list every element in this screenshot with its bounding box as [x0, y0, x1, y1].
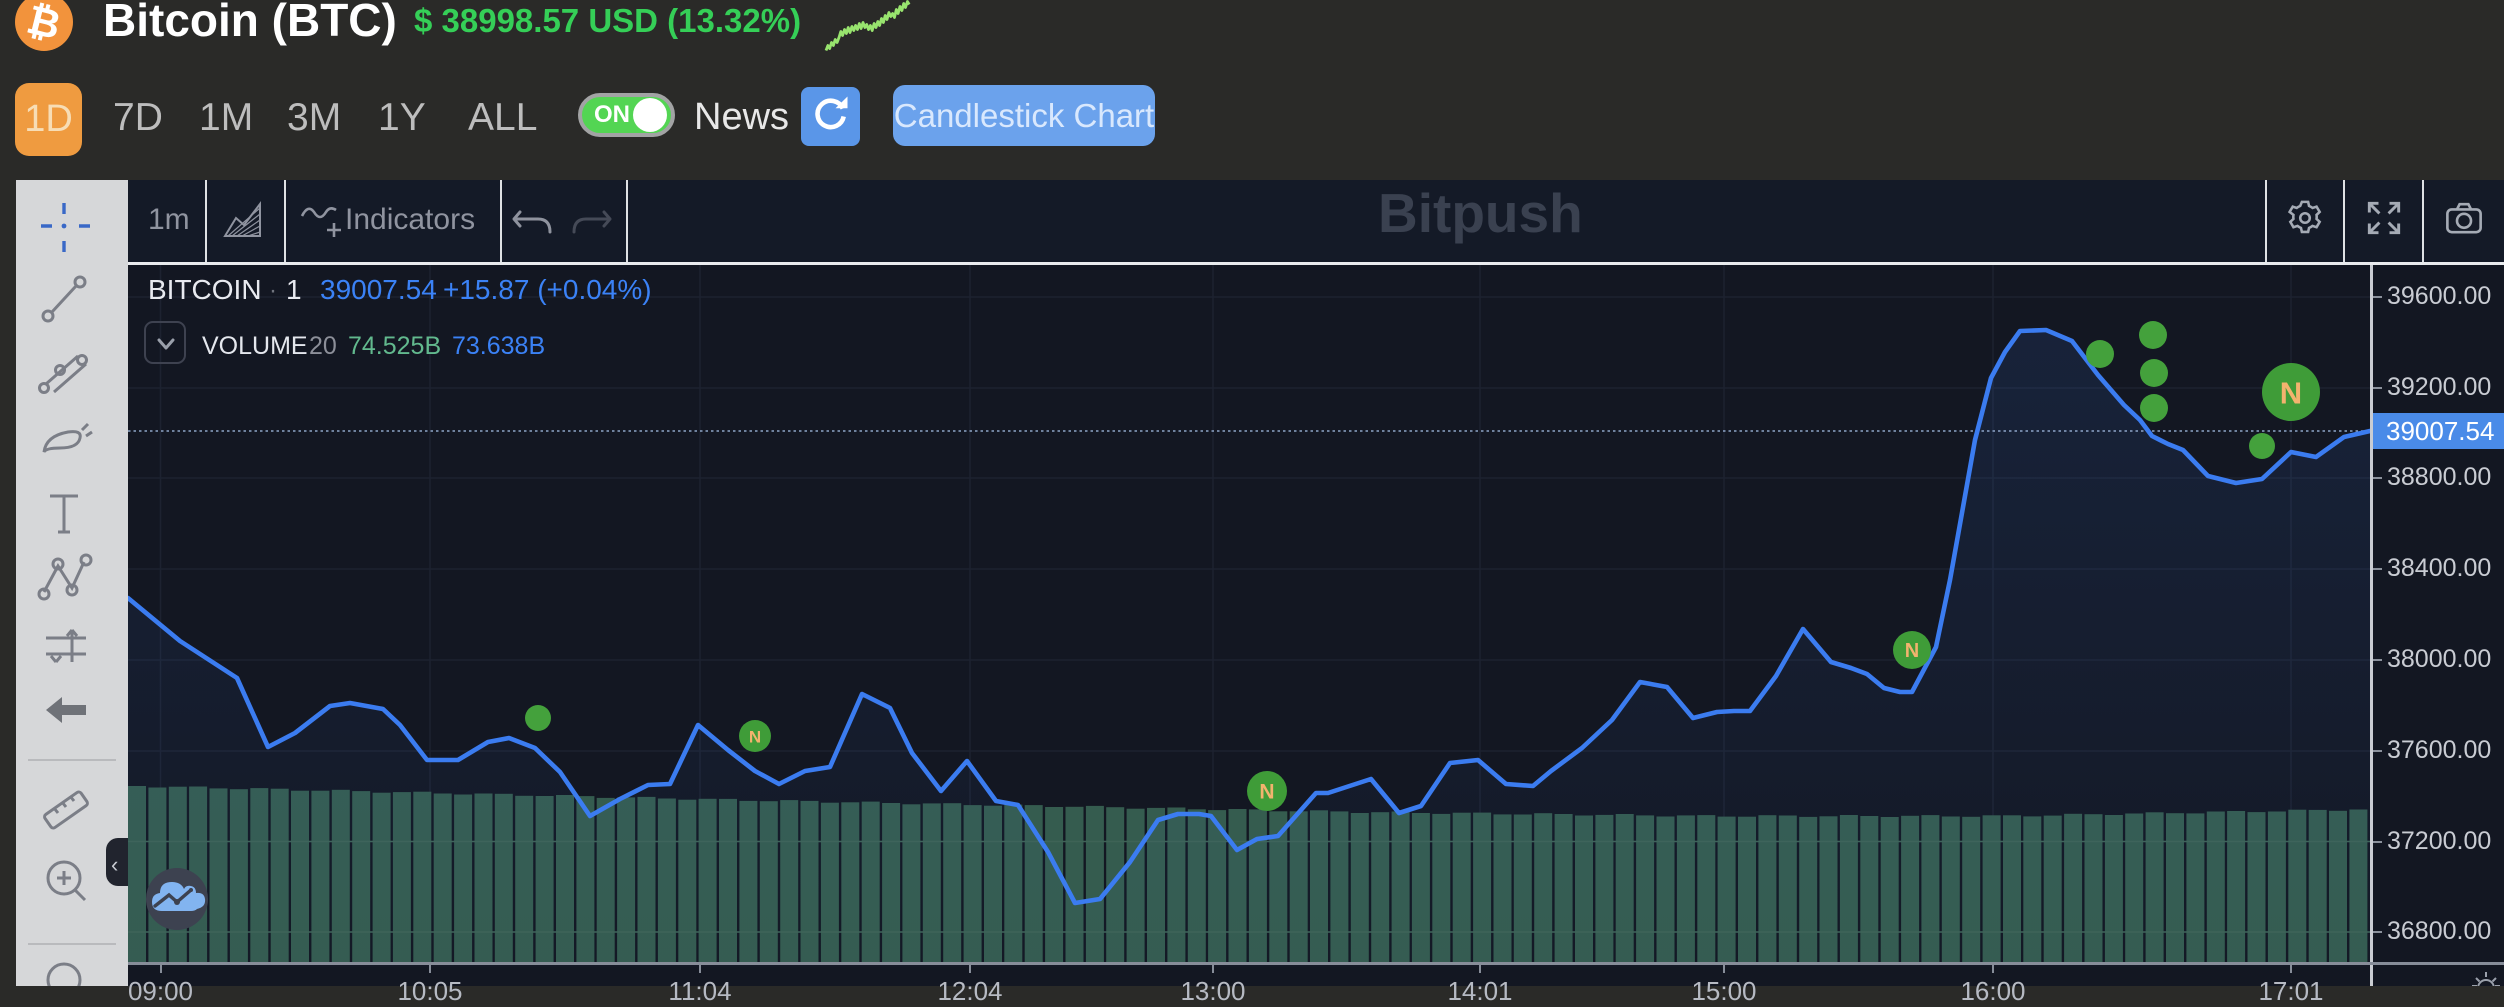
svg-text:N: N: [1259, 781, 1274, 804]
svg-text:N: N: [1905, 640, 1919, 662]
svg-text:N: N: [749, 728, 761, 747]
svg-text:N: N: [2280, 376, 2302, 411]
